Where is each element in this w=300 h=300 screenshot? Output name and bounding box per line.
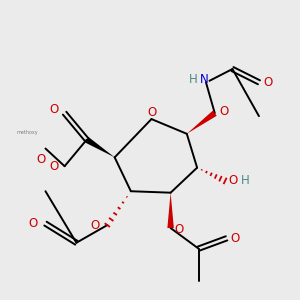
Polygon shape: [187, 111, 217, 134]
Text: methoxy: methoxy: [17, 130, 39, 135]
Text: O: O: [263, 76, 273, 89]
Text: H: H: [189, 74, 198, 86]
Text: O: O: [36, 153, 46, 166]
Polygon shape: [85, 137, 115, 158]
Text: O: O: [50, 160, 59, 173]
Text: O: O: [219, 105, 228, 118]
Text: O: O: [229, 174, 238, 187]
Polygon shape: [167, 193, 174, 228]
Text: O: O: [147, 106, 157, 119]
Text: O: O: [28, 217, 38, 230]
Text: O: O: [174, 223, 183, 236]
Text: H: H: [240, 174, 249, 187]
Text: O: O: [90, 219, 100, 232]
Text: O: O: [230, 232, 239, 245]
Text: N: N: [200, 74, 209, 86]
Text: O: O: [50, 103, 59, 116]
